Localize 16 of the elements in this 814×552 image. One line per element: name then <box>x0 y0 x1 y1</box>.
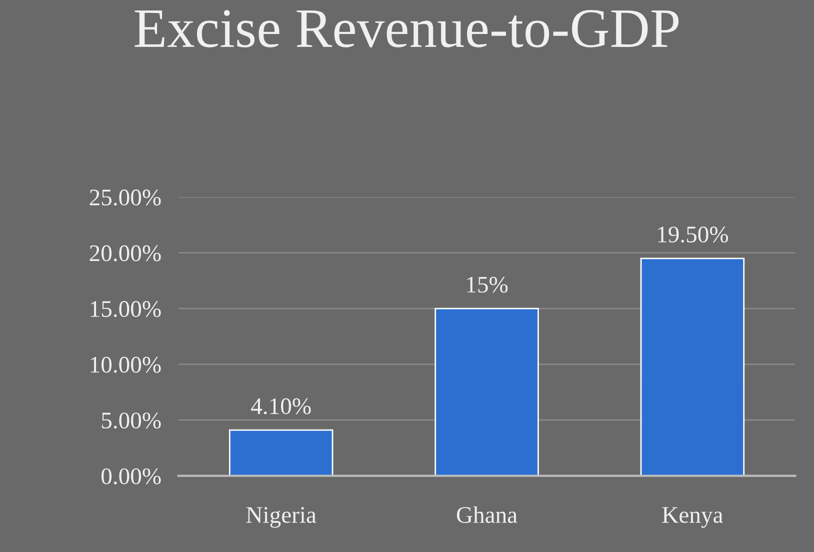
y-tick-label: 5.00% <box>102 412 161 429</box>
data-label: 4.10% <box>251 398 311 414</box>
y-tick-label: 25.00% <box>90 190 161 206</box>
x-tick-label: Kenya <box>662 507 723 528</box>
bar <box>228 429 334 476</box>
bar <box>434 308 539 476</box>
x-tick-label: Nigeria <box>246 507 316 528</box>
y-tick-label: 0.00% <box>102 468 161 484</box>
y-tick-label: 20.00% <box>90 245 161 262</box>
x-tick-label: Ghana <box>456 506 518 523</box>
y-tick-label: 15.00% <box>90 301 161 318</box>
y-tick-label: 10.00% <box>90 356 161 373</box>
data-label: 19.50% <box>658 226 728 243</box>
bar <box>640 258 745 476</box>
chart-title: Excise Revenue-to-GDP <box>134 10 679 48</box>
data-label: 15% <box>467 276 508 293</box>
